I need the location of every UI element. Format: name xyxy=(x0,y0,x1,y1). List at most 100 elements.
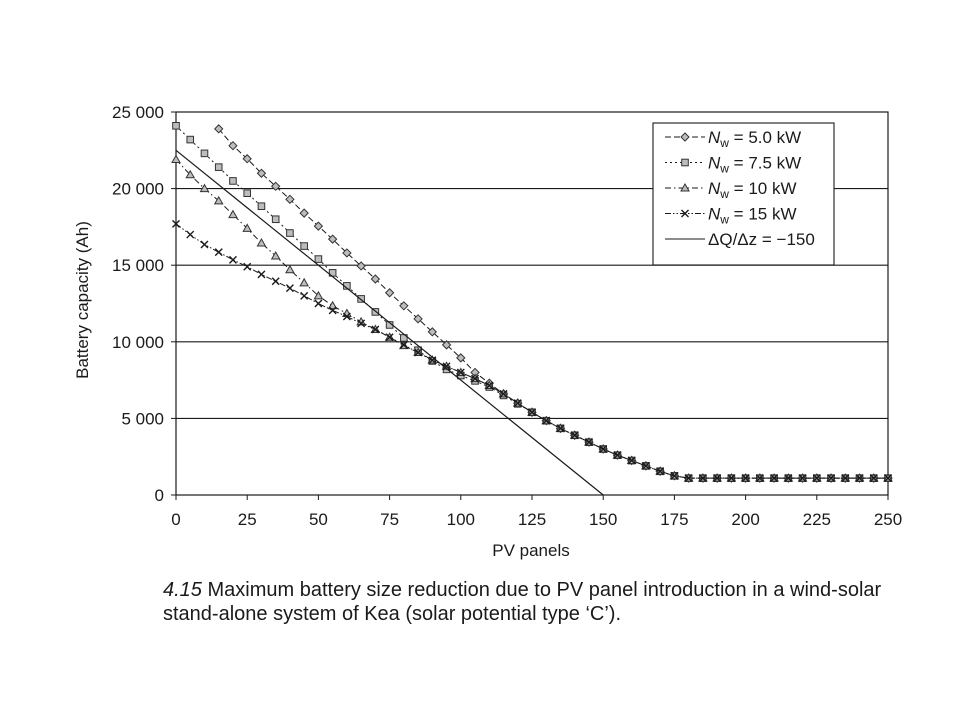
point-0-6 xyxy=(299,208,309,218)
point-3-43 xyxy=(784,474,793,483)
point-1-9 xyxy=(300,242,308,250)
point-3-27 xyxy=(556,424,565,433)
legend-entry-0: Nw = 5.0 kW xyxy=(665,128,801,150)
point-0-4 xyxy=(270,181,281,192)
y-tick-label-4: 20 000 xyxy=(112,180,164,199)
point-0-13 xyxy=(399,301,409,311)
y-tick-label-0: 0 xyxy=(155,486,164,505)
point-3-0 xyxy=(172,219,180,228)
legend-label-3: Nw = 15 kW xyxy=(708,205,797,227)
point-3-23 xyxy=(499,389,508,398)
figure-caption: 4.15 Maximum battery size reduction due … xyxy=(163,578,923,626)
point-0-11 xyxy=(370,274,381,284)
point-3-8 xyxy=(285,284,294,293)
point-1-0 xyxy=(172,121,180,130)
point-0-7 xyxy=(313,221,324,231)
point-1-3 xyxy=(214,163,223,171)
point-3-28 xyxy=(570,431,579,440)
y-axis-label: Battery capacity (Ah) xyxy=(73,221,92,379)
point-3-1 xyxy=(186,230,195,239)
point-0-14 xyxy=(413,314,423,324)
series-4 xyxy=(175,149,604,496)
y-tick-label-1: 5 000 xyxy=(121,409,164,428)
point-1-6 xyxy=(257,202,266,211)
series-group xyxy=(171,121,893,496)
point-0-12 xyxy=(384,288,395,298)
point-3-18 xyxy=(428,356,437,365)
x-tick-label-0: 0 xyxy=(171,510,180,529)
point-1-10 xyxy=(314,255,323,263)
point-3-49 xyxy=(869,474,878,483)
point-2-2 xyxy=(199,183,210,193)
caption-text: Maximum battery size reduction due to PV… xyxy=(163,579,882,625)
point-3-32 xyxy=(627,456,636,465)
point-3-15 xyxy=(385,333,394,342)
point-3-21 xyxy=(471,374,480,383)
legend-entry-2: Nw = 10 kW xyxy=(665,179,797,201)
point-3-40 xyxy=(741,474,750,483)
point-2-9 xyxy=(299,277,310,287)
x-tick-label-7: 175 xyxy=(660,510,688,529)
point-1-2 xyxy=(200,149,209,158)
legend-label-4: ΔQ/Δz = −150 xyxy=(708,230,815,249)
point-3-50 xyxy=(884,474,892,483)
point-3-41 xyxy=(755,474,764,483)
point-3-24 xyxy=(513,399,522,408)
point-2-11 xyxy=(327,300,338,310)
point-3-47 xyxy=(841,474,850,483)
point-0-2 xyxy=(242,154,252,164)
point-1-8 xyxy=(286,229,294,237)
point-0-15 xyxy=(427,327,438,337)
point-3-17 xyxy=(414,348,423,357)
point-3-39 xyxy=(727,474,736,483)
point-0-1 xyxy=(228,140,238,151)
series-line-3 xyxy=(175,223,888,479)
point-2-7 xyxy=(270,251,281,260)
point-0-17 xyxy=(456,353,466,363)
y-tick-label-2: 10 000 xyxy=(112,333,164,352)
x-tick-label-10: 250 xyxy=(874,510,902,529)
point-3-20 xyxy=(456,368,465,377)
point-3-11 xyxy=(328,306,337,315)
point-3-26 xyxy=(542,416,551,425)
point-1-1 xyxy=(186,135,195,144)
point-2-3 xyxy=(213,195,224,205)
point-3-37 xyxy=(698,474,707,483)
figure-number: 4.15 xyxy=(163,579,202,601)
legend: Nw = 5.0 kW Nw = 7.5 kW Nw = 10 kW Nw = 15 … xyxy=(652,122,835,266)
point-3-48 xyxy=(855,474,864,483)
x-axis-label: PV panels xyxy=(492,541,570,560)
legend-label-2: Nw = 10 kW xyxy=(708,179,797,201)
point-3-36 xyxy=(684,474,693,483)
point-3-30 xyxy=(599,445,608,454)
point-3-3 xyxy=(214,248,223,257)
point-0-8 xyxy=(327,234,338,244)
point-3-12 xyxy=(342,312,351,321)
point-3-42 xyxy=(770,474,779,483)
point-1-5 xyxy=(243,189,251,197)
point-3-16 xyxy=(399,340,408,349)
point-3-6 xyxy=(257,270,266,279)
x-tick-label-3: 75 xyxy=(380,510,399,529)
point-1-7 xyxy=(271,215,280,224)
point-0-0 xyxy=(214,124,224,134)
series-line-4 xyxy=(175,149,604,496)
point-0-3 xyxy=(256,168,267,178)
legend-entry-3: Nw = 15 kW xyxy=(665,205,797,227)
point-2-5 xyxy=(242,223,253,232)
point-2-4 xyxy=(228,209,238,219)
legend-marker-0 xyxy=(680,132,690,142)
point-0-16 xyxy=(441,340,452,350)
point-3-44 xyxy=(798,474,807,483)
legend-box xyxy=(652,122,835,266)
point-3-2 xyxy=(200,240,209,249)
legend-marker-1 xyxy=(681,158,689,167)
legend-entry-4: ΔQ/Δz = −150 xyxy=(665,230,815,249)
legend-label-0: Nw = 5.0 kW xyxy=(708,128,801,150)
series-3 xyxy=(172,219,892,483)
legend-marker-2 xyxy=(680,182,690,192)
point-3-14 xyxy=(371,325,380,334)
point-2-0 xyxy=(171,154,181,163)
